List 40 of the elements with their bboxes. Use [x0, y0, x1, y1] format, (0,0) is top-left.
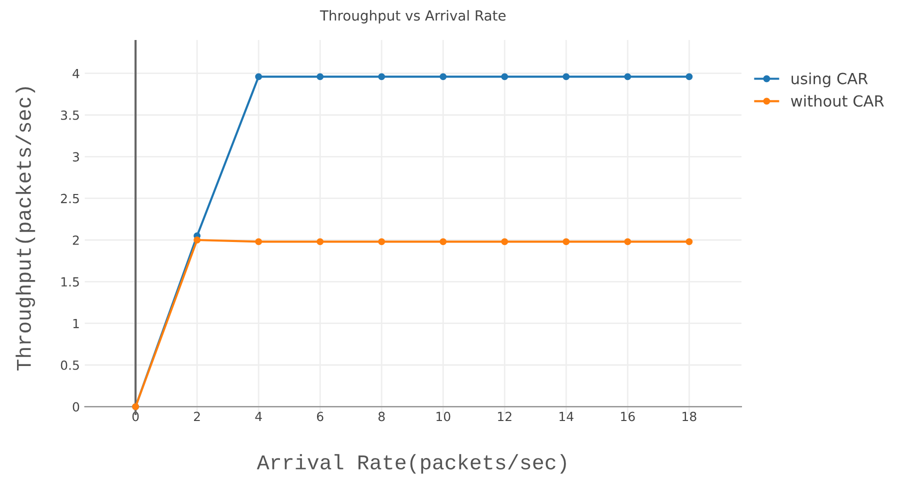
- y-tick-label: 4: [72, 68, 80, 78]
- x-tick-label: 16: [621, 412, 635, 422]
- y-tick-label: 3: [72, 152, 79, 162]
- point: [686, 238, 693, 246]
- x-axis-title: Arrival Rate(packets/sec): [256, 454, 566, 474]
- x-tick-label: 14: [560, 412, 574, 422]
- y-tick-label: 0: [72, 402, 80, 412]
- x-tick-label: 12: [498, 412, 512, 422]
- point: [624, 238, 632, 246]
- point: [686, 73, 693, 80]
- point: [194, 236, 201, 244]
- y-tick-label: 0.5: [60, 360, 79, 370]
- y-tick-label: 2: [72, 235, 79, 245]
- y-tick-label: 1.5: [61, 277, 79, 287]
- x-tick-label: 4: [255, 412, 262, 422]
- x-tick-label: 2: [194, 412, 200, 422]
- y-tick-label: 3.5: [61, 110, 79, 120]
- x-tick-label: 6: [316, 412, 324, 422]
- point: [255, 238, 262, 246]
- x-tick-label: 10: [436, 412, 450, 422]
- point: [624, 73, 632, 80]
- point: [440, 73, 447, 80]
- point: [501, 238, 508, 246]
- x-tick-label: 18: [682, 412, 696, 422]
- point: [440, 238, 447, 246]
- legend-label: using CAR: [792, 72, 868, 88]
- y-tick-label: 2.5: [60, 194, 79, 204]
- point: [255, 73, 262, 80]
- point: [378, 238, 386, 246]
- point: [562, 238, 570, 246]
- y-tick-label: 1: [73, 318, 79, 328]
- point: [316, 238, 324, 246]
- point: [562, 73, 570, 80]
- legend-label: without CAR: [790, 94, 884, 107]
- y-axis-title: Throughput(packets/sec): [16, 87, 36, 371]
- point: [316, 73, 324, 80]
- x-tick-label: 8: [378, 412, 385, 422]
- point: [501, 73, 508, 80]
- chart-title: Throughput vs Arrival Rate: [320, 10, 506, 24]
- point: [378, 73, 386, 80]
